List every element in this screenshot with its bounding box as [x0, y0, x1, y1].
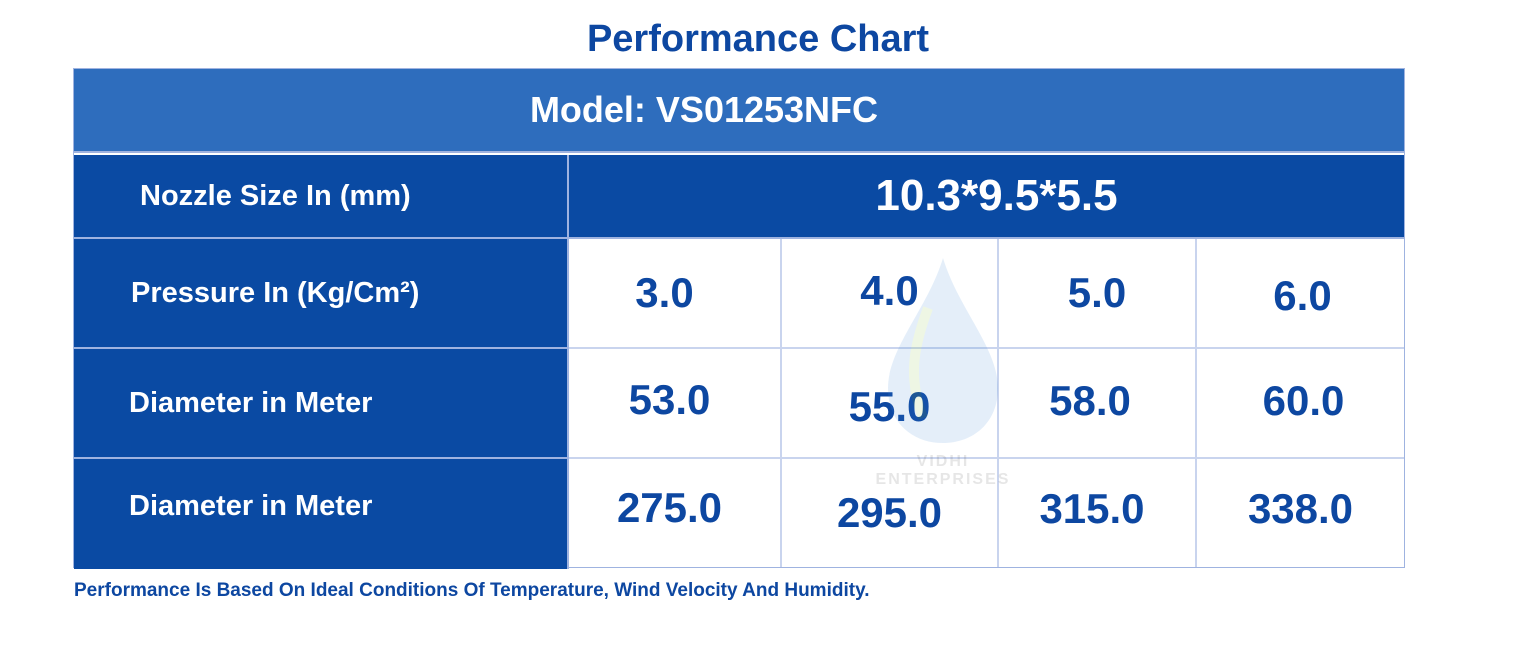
diameter-label: Diameter in Meter — [74, 349, 569, 459]
diameter-value: 315.0 — [999, 459, 1197, 567]
model-header: Model: VS01253NFC — [74, 69, 1404, 153]
pressure-value: 4.0 — [782, 239, 999, 349]
diameter-value: 275.0 — [569, 459, 782, 567]
nozzle-size-value: 10.3*9.5*5.5 — [569, 155, 1404, 239]
diameter-value: 295.0 — [782, 459, 999, 567]
page-title: Performance Chart — [586, 18, 930, 60]
diameter-value: 53.0 — [569, 349, 782, 459]
diameter-value: 58.0 — [999, 349, 1197, 459]
diameter-value: 60.0 — [1197, 349, 1404, 459]
diameter-value: 55.0 — [782, 349, 999, 459]
performance-table: Model: VS01253NFC Nozzle Size In (mm) 10… — [73, 68, 1405, 569]
diameter-value: 338.0 — [1197, 459, 1404, 567]
footer-note: Performance Is Based On Ideal Conditions… — [74, 580, 870, 601]
pressure-value: 5.0 — [999, 239, 1197, 349]
nozzle-size-label: Nozzle Size In (mm) — [74, 155, 569, 239]
pressure-value: 6.0 — [1197, 239, 1404, 349]
pressure-value: 3.0 — [569, 239, 782, 349]
pressure-label: Pressure In (Kg/Cm²) — [74, 239, 569, 349]
diameter-label: Diameter in Meter — [74, 459, 569, 569]
